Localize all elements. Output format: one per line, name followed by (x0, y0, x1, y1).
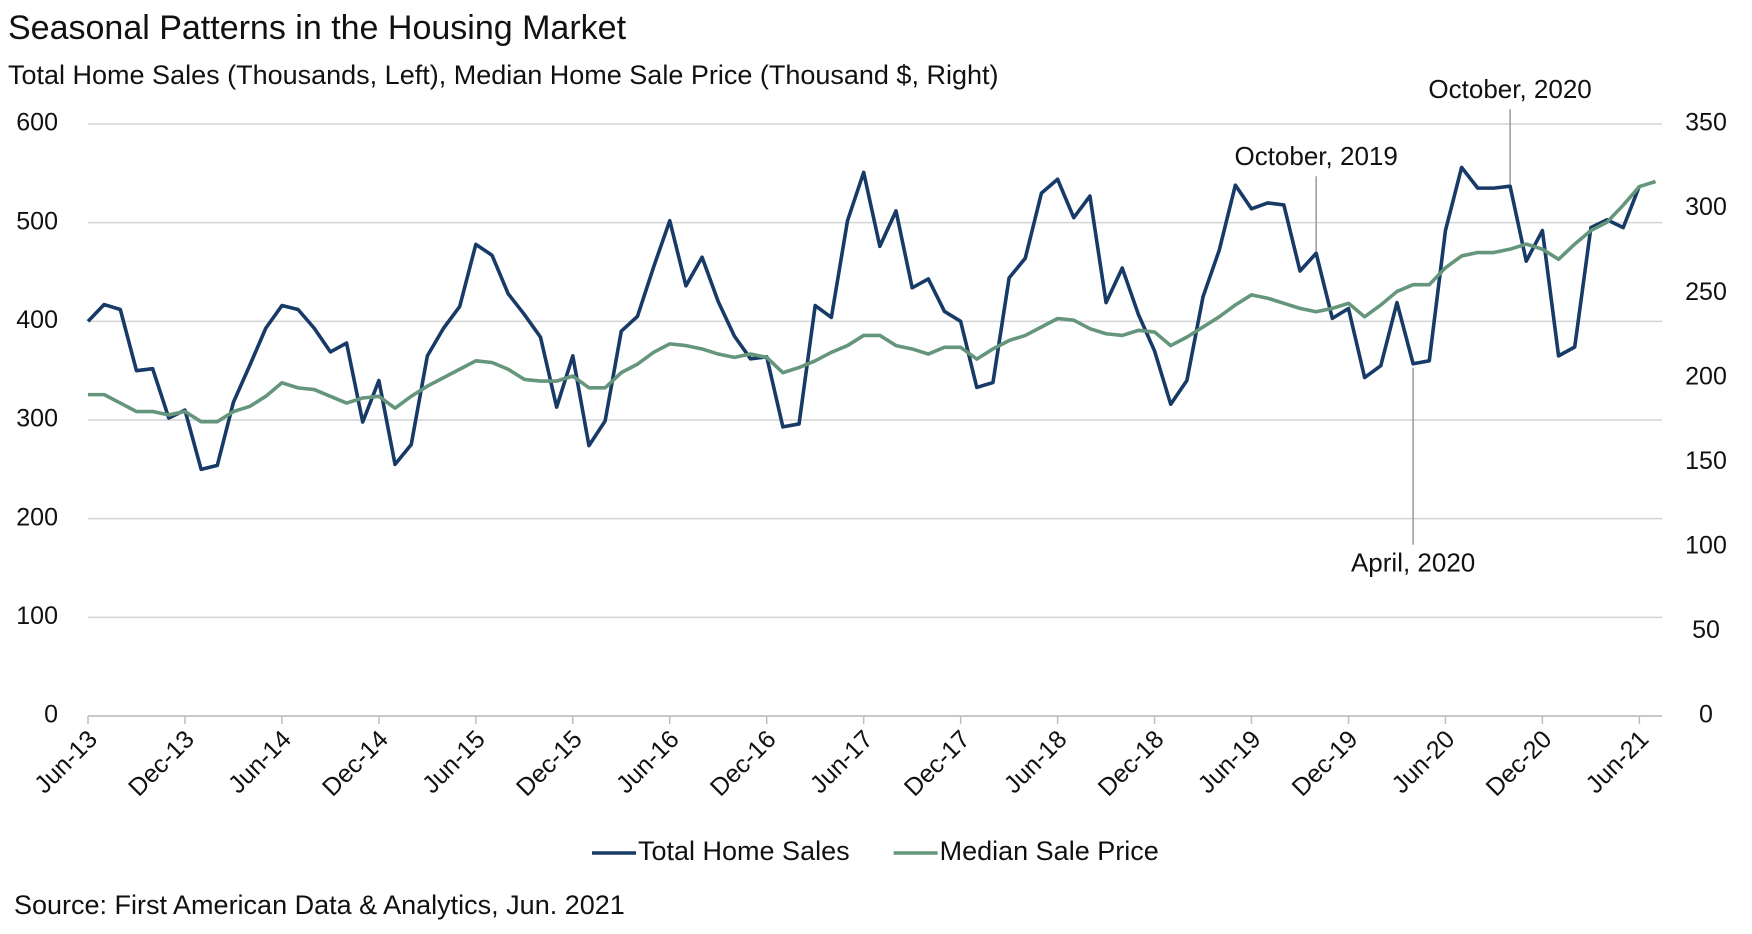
y-tick-label: 200 (16, 503, 58, 531)
y-tick-label: 300 (16, 405, 58, 433)
legend: Total Home Sales Median Sale Price (592, 836, 1159, 866)
x-tick-label: Dec-16 (705, 725, 782, 802)
x-tick-label: Jun-16 (611, 725, 685, 799)
x-tick-label: Jun-17 (805, 725, 879, 799)
y2-tick-label: 200 (1685, 362, 1727, 390)
y2-tick-label: 100 (1685, 531, 1727, 559)
chart-subtitle: Total Home Sales (Thousands, Left), Medi… (8, 60, 998, 90)
x-tick-label: Jun-18 (999, 725, 1073, 799)
y2-tick-label: 250 (1685, 278, 1727, 306)
y2-tick-label: 150 (1685, 447, 1727, 475)
x-tick-label: Dec-13 (123, 725, 200, 802)
y-tick-label: 100 (16, 602, 58, 630)
x-tick-label: Jun-13 (29, 725, 103, 799)
x-tick-label: Jun-19 (1193, 725, 1267, 799)
x-tick-label: Jun-15 (417, 725, 491, 799)
x-tick-label: Dec-14 (317, 725, 394, 802)
legend-label: Median Sale Price (940, 836, 1159, 866)
x-tick-label: Dec-20 (1481, 725, 1558, 802)
y-tick-label: 400 (16, 306, 58, 334)
y2-tick-label: 350 (1685, 109, 1727, 137)
x-tick-label: Jun-14 (223, 725, 297, 799)
legend-label: Total Home Sales (638, 836, 850, 866)
x-tick-label: Jun-21 (1580, 725, 1654, 799)
x-tick-label: Dec-18 (1093, 725, 1170, 802)
y-tick-label: 600 (16, 109, 58, 137)
x-tick-label: Dec-15 (511, 725, 588, 802)
series-line (86, 165, 1642, 472)
y-tick-label: 500 (16, 207, 58, 235)
x-tick-label: Dec-17 (899, 725, 976, 802)
y2-tick-label: 300 (1685, 193, 1727, 221)
series-line (88, 179, 1657, 424)
chart-title: Seasonal Patterns in the Housing Market (8, 9, 627, 47)
annotation: October, 2019 (1234, 141, 1397, 171)
y2-tick-label: 50 (1692, 616, 1720, 644)
annotation: April, 2020 (1351, 548, 1475, 578)
y2-tick-label: 0 (1699, 701, 1713, 729)
y-tick-label: 0 (44, 701, 58, 729)
source-note: Source: First American Data & Analytics,… (14, 890, 625, 920)
x-tick-label: Dec-19 (1287, 725, 1364, 802)
annotation: October, 2020 (1428, 74, 1591, 104)
x-tick-label: Jun-20 (1386, 725, 1460, 799)
